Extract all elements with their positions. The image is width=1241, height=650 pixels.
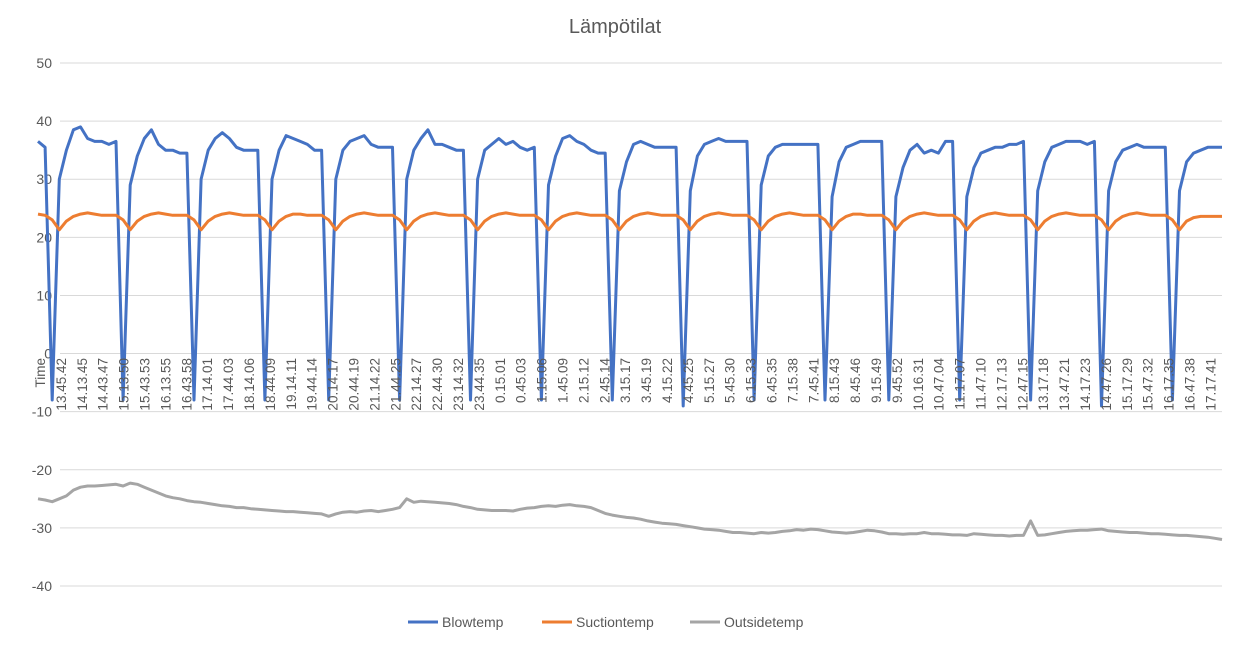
x-tick-label: 7.15.38 bbox=[785, 358, 800, 403]
y-tick-label: 20 bbox=[36, 229, 52, 245]
x-tick-label: 5.45.30 bbox=[723, 358, 738, 403]
series-line-outsidetemp bbox=[37, 481, 1223, 541]
x-tick-label: 16.13.55 bbox=[158, 358, 173, 411]
x-tick-label: 9.45.52 bbox=[890, 358, 905, 403]
x-tick-label: 18.14.06 bbox=[242, 358, 257, 411]
x-tick-label: 15.43.53 bbox=[138, 358, 153, 411]
x-tick-label: 8.15.43 bbox=[827, 358, 842, 403]
legend-label: Blowtemp bbox=[442, 614, 504, 630]
x-tick-label: 20.14.17 bbox=[326, 358, 341, 411]
x-tick-label: 21.44.25 bbox=[388, 358, 403, 411]
x-tick-label: 16.43.58 bbox=[179, 358, 194, 411]
x-tick-label: 22.44.30 bbox=[430, 358, 445, 411]
x-tick-label: 13.47.21 bbox=[1057, 358, 1072, 411]
x-tick-label: 14.43.47 bbox=[96, 358, 111, 411]
legend-item-blowtemp: Blowtemp bbox=[408, 614, 504, 630]
legend-item-outsidetemp: Outsidetemp bbox=[690, 614, 804, 630]
x-tick-label: 17.17.41 bbox=[1203, 358, 1218, 411]
x-tick-label: 0.15.01 bbox=[493, 358, 508, 403]
x-tick-label: 4.15.22 bbox=[660, 358, 675, 403]
x-tick-label: 15.47.32 bbox=[1141, 358, 1156, 411]
x-tick-label: 12.47.15 bbox=[1015, 358, 1030, 411]
series-line-suctiontemp bbox=[37, 211, 1222, 232]
x-tick-label: 23.14.32 bbox=[451, 358, 466, 411]
x-tick-label: 22.14.27 bbox=[409, 358, 424, 411]
x-tick-label: 6.45.35 bbox=[765, 358, 780, 403]
x-tick-label: Time bbox=[33, 358, 48, 388]
x-tick-label: 10.16.31 bbox=[911, 358, 926, 411]
x-tick-label: 2.45.14 bbox=[597, 358, 612, 404]
x-tick-label: 23.44.35 bbox=[472, 358, 487, 411]
x-tick-label: 17.44.03 bbox=[221, 358, 236, 411]
x-tick-label: 5.15.27 bbox=[702, 358, 717, 403]
x-tick-label: 21.14.22 bbox=[367, 358, 382, 411]
x-tick-label: 13.45.42 bbox=[54, 358, 69, 411]
y-tick-label: -30 bbox=[32, 520, 52, 536]
y-tick-label: 0 bbox=[44, 346, 52, 362]
x-tick-label: 3.45.19 bbox=[639, 358, 654, 403]
x-tick-label: 4.45.25 bbox=[681, 358, 696, 403]
x-tick-label: 11.17.07 bbox=[953, 358, 968, 410]
chart-title: Lämpötilat bbox=[569, 16, 662, 38]
y-tick-label: 50 bbox=[36, 55, 52, 71]
y-tick-label: -20 bbox=[32, 462, 52, 478]
series-line-blowtemp bbox=[37, 125, 1222, 408]
x-tick-label: 14.17.23 bbox=[1078, 358, 1093, 411]
x-tick-label: 7.45.41 bbox=[806, 358, 821, 403]
x-tick-label: 2.15.12 bbox=[576, 358, 591, 403]
x-tick-label: 20.44.19 bbox=[347, 358, 362, 411]
x-tick-label: 15.13.50 bbox=[117, 358, 132, 411]
x-tick-label: 11.47.10 bbox=[974, 358, 989, 410]
x-tick-label: 16.47.38 bbox=[1183, 358, 1198, 411]
y-tick-label: 40 bbox=[36, 113, 52, 129]
y-tick-label: -40 bbox=[32, 578, 52, 594]
x-tick-label: 3.15.17 bbox=[618, 358, 633, 403]
x-tick-label: 0.45.03 bbox=[514, 358, 529, 403]
x-tick-label: 19.44.14 bbox=[305, 358, 320, 411]
y-tick-label: 30 bbox=[36, 171, 52, 187]
legend-label: Suctiontemp bbox=[576, 614, 654, 630]
x-tick-label: 10.47.04 bbox=[932, 358, 947, 411]
x-tick-label: 19.14.11 bbox=[284, 358, 299, 410]
legend-item-suctiontemp: Suctiontemp bbox=[542, 614, 654, 630]
x-tick-label: 12.17.13 bbox=[994, 358, 1009, 411]
x-tick-label: 1.45.09 bbox=[556, 358, 571, 403]
x-tick-label: 16.17.35 bbox=[1162, 358, 1177, 411]
x-tick-label: 15.17.29 bbox=[1120, 358, 1135, 411]
y-tick-label: -10 bbox=[32, 404, 52, 420]
x-tick-label: 6.15.33 bbox=[744, 358, 759, 403]
x-tick-label: 14.13.45 bbox=[75, 358, 90, 411]
legend-label: Outsidetemp bbox=[724, 614, 804, 630]
x-tick-label: 13.17.18 bbox=[1036, 358, 1051, 411]
x-tick-label: 14.47.26 bbox=[1099, 358, 1114, 411]
x-tick-label: 17.14.01 bbox=[200, 358, 215, 411]
x-tick-label: 1.15.06 bbox=[535, 358, 550, 403]
x-tick-label: 9.15.49 bbox=[869, 358, 884, 403]
x-tick-label: 18.44.09 bbox=[263, 358, 278, 411]
x-tick-label: 8.45.46 bbox=[848, 358, 863, 403]
